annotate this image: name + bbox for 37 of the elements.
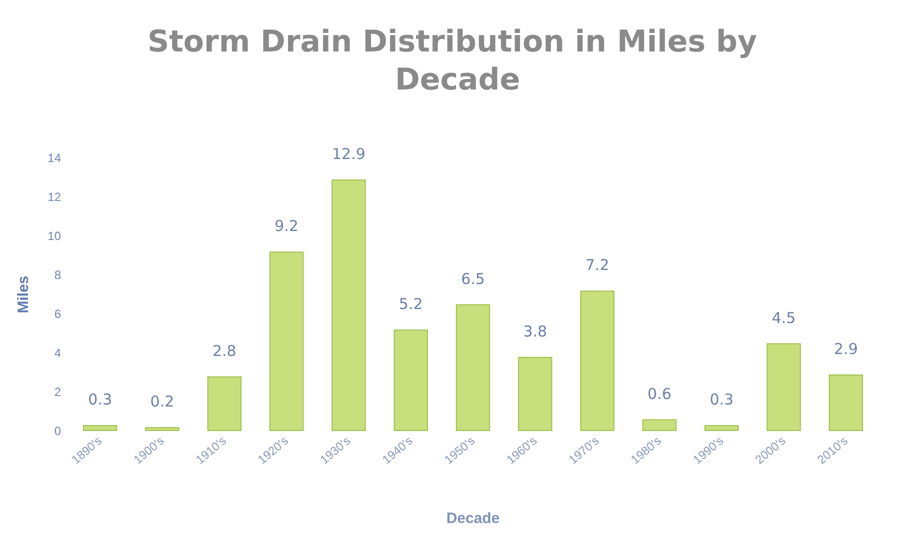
data-label: 12.9	[332, 144, 366, 163]
data-label: 0.3	[710, 390, 734, 409]
y-tick-label: 4	[54, 346, 62, 360]
bar	[82, 425, 118, 431]
y-axis-title: Miles	[15, 276, 32, 314]
data-label: 0.3	[88, 390, 112, 409]
bar	[828, 374, 864, 431]
y-tick-label: 0	[54, 424, 62, 438]
bar	[207, 376, 242, 431]
data-label: 9.2	[274, 217, 298, 236]
y-tick-label: 12	[48, 190, 62, 204]
y-tick-label: 2	[54, 385, 62, 399]
y-tick-label: 14	[48, 151, 62, 165]
bar	[704, 425, 739, 431]
y-tick-label: 10	[48, 229, 62, 243]
data-label: 4.5	[772, 308, 796, 327]
bar	[145, 427, 180, 431]
data-label: 2.9	[834, 340, 858, 358]
chart-title: Storm Drain Distribution in Miles by Decade	[147, 24, 768, 98]
data-label: 7.2	[585, 256, 610, 274]
bar	[394, 330, 428, 431]
bar	[766, 343, 801, 431]
bar	[456, 304, 490, 431]
bar	[580, 290, 614, 431]
data-label: 3.8	[523, 322, 548, 340]
bar	[642, 419, 677, 431]
data-label: 0.6	[648, 384, 672, 403]
data-label: 0.2	[150, 392, 174, 411]
y-tick-label: 8	[54, 268, 62, 282]
data-label: 2.8	[212, 342, 236, 360]
bar	[332, 179, 366, 431]
y-tick-label: 6	[54, 307, 62, 321]
data-label: 5.2	[398, 295, 423, 314]
bar	[269, 252, 304, 431]
x-axis-title: Decade	[446, 510, 500, 527]
bar	[518, 356, 552, 431]
data-label: 6.5	[461, 270, 485, 288]
